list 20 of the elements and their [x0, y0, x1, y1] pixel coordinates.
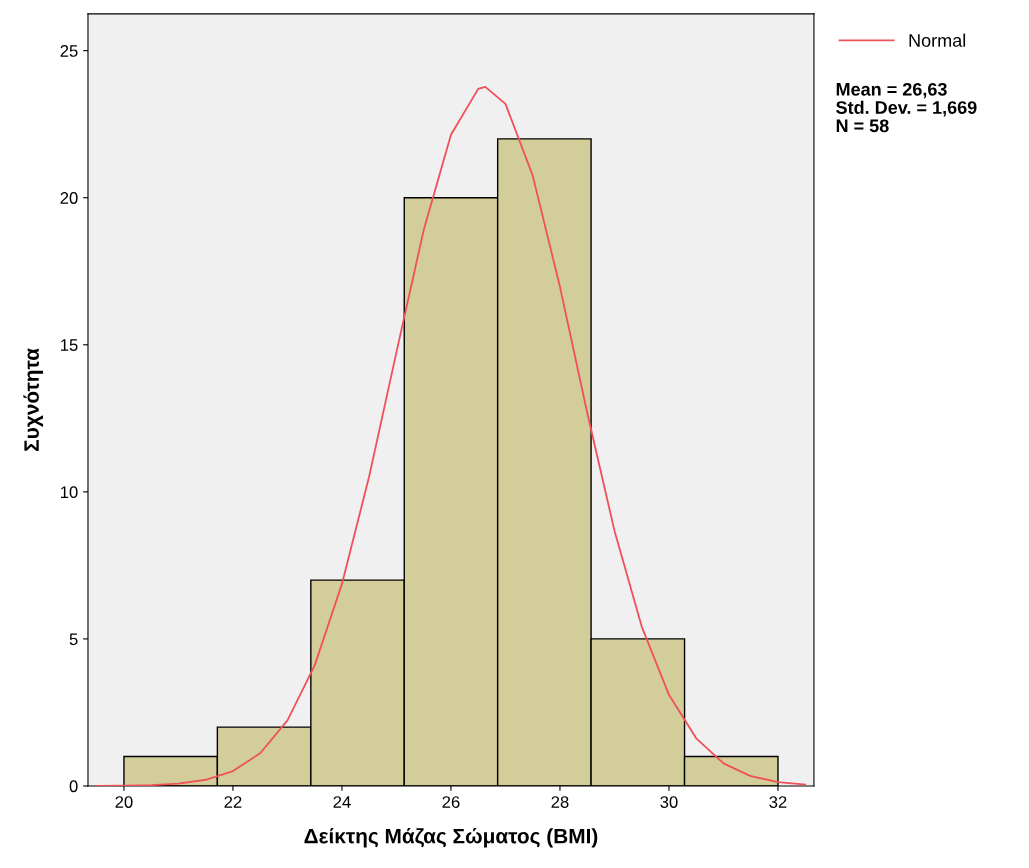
x-tick-label: 24: [333, 796, 351, 808]
y-tick-label: 5: [69, 633, 78, 646]
y-axis-title: Συχνότητα: [23, 348, 44, 451]
y-tick-label: 15: [60, 339, 78, 351]
line-series: [95, 85, 807, 786]
text: Std. Dev. = 1,669: [836, 100, 977, 117]
text: N = 58: [836, 119, 889, 133]
x-tick-label: 30: [660, 796, 678, 808]
x-axis-title: Δείκτης Μάζας Σώματος (BMI): [304, 827, 598, 848]
x-tick-label: 32: [769, 796, 787, 808]
x-tick-label: 20: [115, 796, 133, 808]
y-tick-label: 20: [60, 192, 78, 204]
text: Mean = 26,63: [836, 82, 947, 99]
y-tick-label: 25: [60, 45, 78, 57]
y-tick-label: 10: [60, 486, 78, 499]
y-tick-label: 0: [69, 780, 78, 793]
x-tick-label: 26: [442, 796, 460, 808]
legend-label: Normal: [909, 33, 966, 47]
x-tick-label: 28: [551, 796, 569, 808]
x-tick-label: 22: [224, 796, 242, 808]
